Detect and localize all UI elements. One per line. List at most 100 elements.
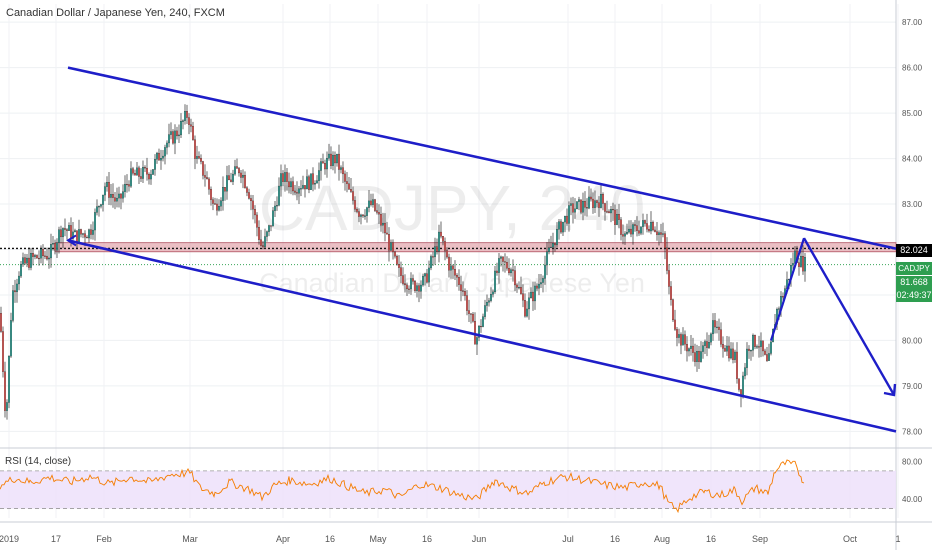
time-tick-label: 16 (325, 534, 335, 544)
candle-body (194, 139, 196, 159)
candle-body (304, 185, 306, 190)
candle-body (236, 166, 238, 169)
candle-body (108, 182, 110, 198)
candle-body (452, 265, 454, 270)
candle-body (42, 248, 44, 257)
candle-body (492, 291, 494, 295)
candle-body (220, 200, 222, 207)
candle-body (556, 229, 558, 246)
candle-body (540, 282, 542, 285)
candle-body (530, 291, 532, 299)
candle-body (590, 196, 592, 200)
candle-body (576, 201, 578, 210)
candle-body (418, 285, 420, 292)
candle-body (12, 290, 14, 321)
candle-body (468, 310, 470, 314)
candle-body (604, 203, 606, 212)
candle-body (306, 176, 308, 190)
candle-body (500, 256, 502, 259)
candle-body (374, 199, 376, 211)
candle-body (278, 185, 280, 206)
candle-body (566, 215, 568, 224)
candle-body (0, 313, 2, 332)
candle-body (174, 130, 176, 144)
candle-body (614, 209, 616, 225)
candle-body (148, 174, 150, 180)
candle-body (536, 285, 538, 289)
candle-body (760, 340, 762, 347)
candle-body (744, 367, 746, 377)
last-price-tag: 81.668 (896, 276, 932, 289)
candle-body (386, 232, 388, 235)
candle-body (32, 253, 34, 257)
candle-body (680, 334, 682, 346)
candle-body (742, 375, 744, 397)
candle-body (602, 194, 604, 204)
candle-body (574, 208, 576, 213)
candle-body (650, 222, 652, 232)
candle-body (242, 175, 244, 178)
candle-body (118, 193, 120, 199)
candle-body (642, 220, 644, 227)
candle-body (98, 206, 100, 208)
candle-body (188, 117, 190, 125)
candle-body (422, 275, 424, 286)
candle-body (440, 231, 442, 237)
price-tick-label: 80.00 (902, 336, 923, 345)
candle-body (24, 257, 26, 264)
candle-body (702, 345, 704, 352)
candle-body (410, 278, 412, 290)
chart-title: Canadian Dollar / Japanese Yen, 240, FXC… (6, 7, 225, 19)
candle-body (332, 154, 334, 166)
candle-body (466, 295, 468, 311)
candle-body (402, 275, 404, 284)
candle-body (476, 337, 478, 345)
candle-body (708, 341, 710, 348)
candle-body (546, 251, 548, 266)
candle-body (692, 345, 694, 353)
candle-body (364, 215, 366, 217)
candle-body (298, 188, 300, 194)
candle-body (406, 284, 408, 290)
candle-body (54, 243, 56, 251)
candle-body (584, 201, 586, 208)
candle-body (238, 168, 240, 174)
candle-body (630, 228, 632, 235)
candle-body (412, 278, 414, 282)
bar-countdown-tag: 02:49:37 (896, 289, 932, 302)
candle-body (514, 270, 516, 286)
candle-body (648, 229, 650, 232)
candle-body (162, 155, 164, 159)
price-tick-label: 78.00 (902, 427, 923, 436)
candle-body (248, 192, 250, 199)
candle-body (310, 173, 312, 190)
candle-body (684, 334, 686, 345)
candle-body (104, 186, 106, 196)
candle-body (186, 111, 188, 118)
candle-body (392, 242, 394, 253)
candle-body (480, 325, 482, 328)
close-price-tag: 82.024 (896, 244, 932, 257)
time-tick-label: 16 (610, 534, 620, 544)
candle-body (748, 348, 750, 351)
candle-body (686, 344, 688, 352)
candle-body (52, 243, 54, 245)
candle-body (714, 320, 716, 328)
candle-body (586, 207, 588, 209)
watermark-name: Canadian Dollar / Japanese Yen (259, 268, 645, 298)
candle-body (792, 263, 794, 266)
candle-body (276, 205, 278, 207)
candle-body (394, 251, 396, 257)
candle-body (246, 187, 248, 193)
candle-body (628, 228, 630, 233)
candle-body (682, 334, 684, 346)
candle-body (598, 202, 600, 208)
candle-body (44, 255, 46, 257)
candle-body (316, 180, 318, 184)
candle-body (594, 200, 596, 208)
candle-body (82, 233, 84, 235)
candle-body (612, 209, 614, 211)
